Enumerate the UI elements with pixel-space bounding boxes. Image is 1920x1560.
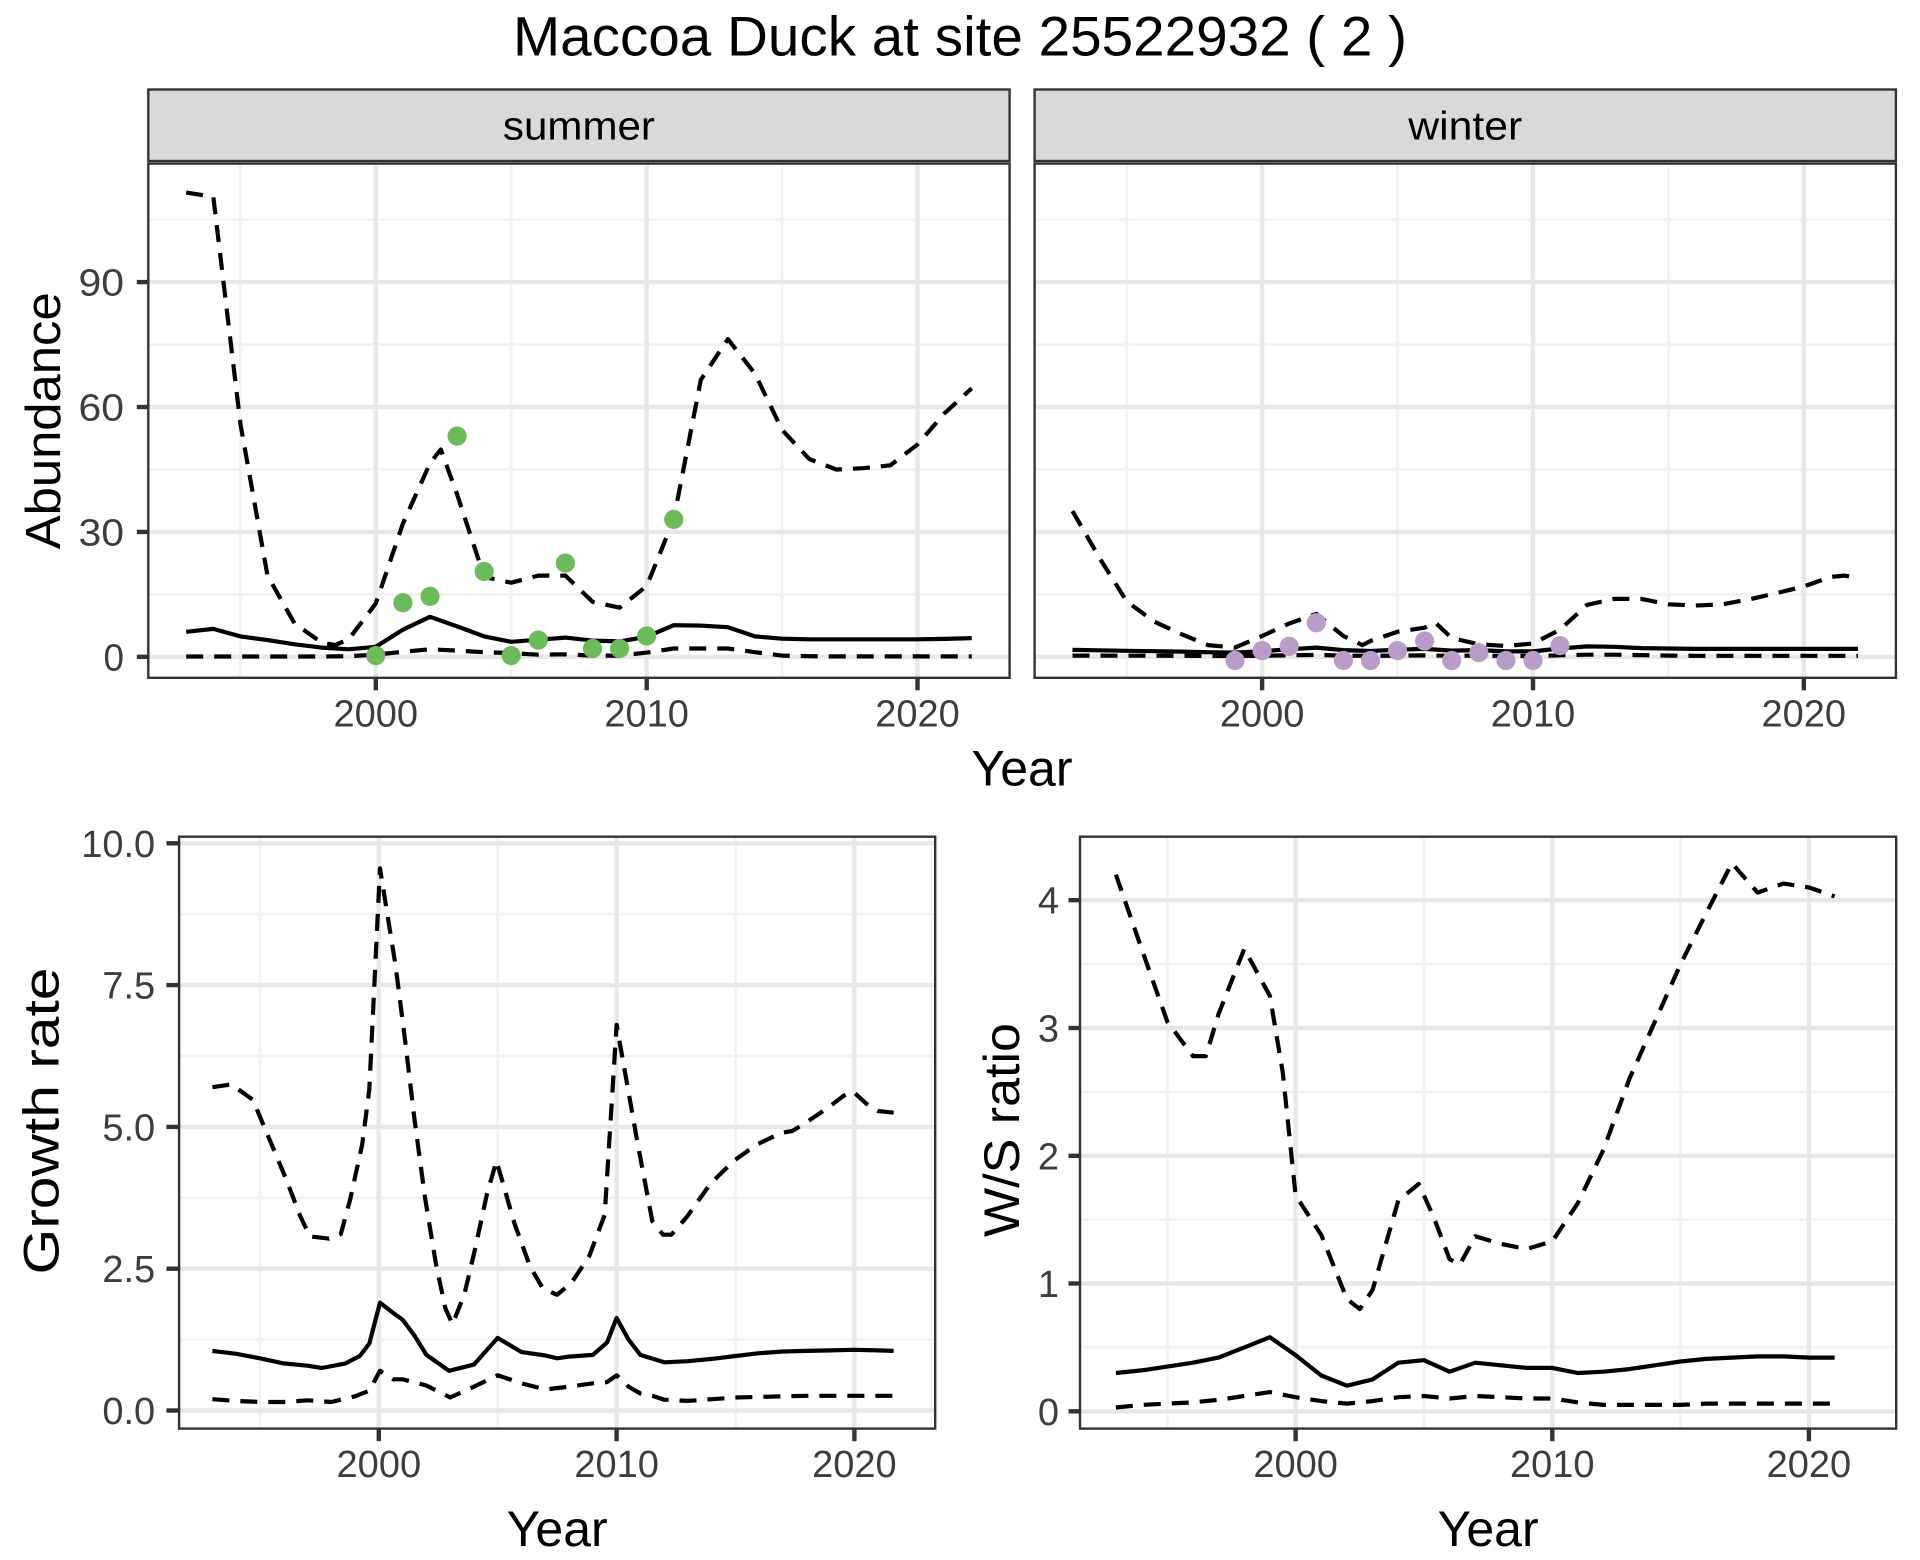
svg-text:Year: Year [1438,1501,1539,1557]
svg-text:10.0: 10.0 [81,824,155,866]
svg-text:0: 0 [104,637,125,679]
svg-text:2020: 2020 [875,694,960,736]
svg-text:Maccoa Duck at site 25522932 (: Maccoa Duck at site 25522932 ( 2 ) [513,5,1407,68]
svg-text:0.0: 0.0 [102,1391,155,1433]
svg-text:2000: 2000 [334,694,419,736]
svg-text:summer: summer [503,105,655,149]
svg-text:2010: 2010 [1491,694,1576,736]
svg-text:2.5: 2.5 [102,1249,155,1291]
svg-text:2000: 2000 [1220,694,1305,736]
svg-text:1: 1 [1038,1264,1059,1306]
svg-text:Growth rate: Growth rate [14,968,70,1275]
svg-text:5.0: 5.0 [102,1107,155,1149]
svg-text:0: 0 [1038,1392,1059,1434]
svg-text:2: 2 [1038,1136,1059,1178]
svg-text:7.5: 7.5 [102,966,155,1008]
svg-text:90: 90 [79,263,125,305]
svg-text:2010: 2010 [604,694,689,736]
svg-text:2020: 2020 [1767,1444,1852,1486]
svg-text:Abundance: Abundance [17,292,71,549]
svg-text:2020: 2020 [812,1444,897,1486]
svg-text:winter: winter [1407,105,1522,149]
svg-text:Year: Year [507,1501,608,1557]
svg-text:30: 30 [79,512,125,554]
svg-text:3: 3 [1038,1008,1059,1050]
svg-text:2000: 2000 [1253,1444,1338,1486]
svg-text:2010: 2010 [574,1444,659,1486]
svg-text:60: 60 [79,388,125,430]
svg-text:2000: 2000 [337,1444,422,1486]
svg-text:2020: 2020 [1762,694,1847,736]
svg-text:2010: 2010 [1510,1444,1595,1486]
svg-text:W/S ratio: W/S ratio [974,1023,1030,1237]
svg-text:Year: Year [971,741,1072,797]
svg-text:4: 4 [1038,881,1059,923]
